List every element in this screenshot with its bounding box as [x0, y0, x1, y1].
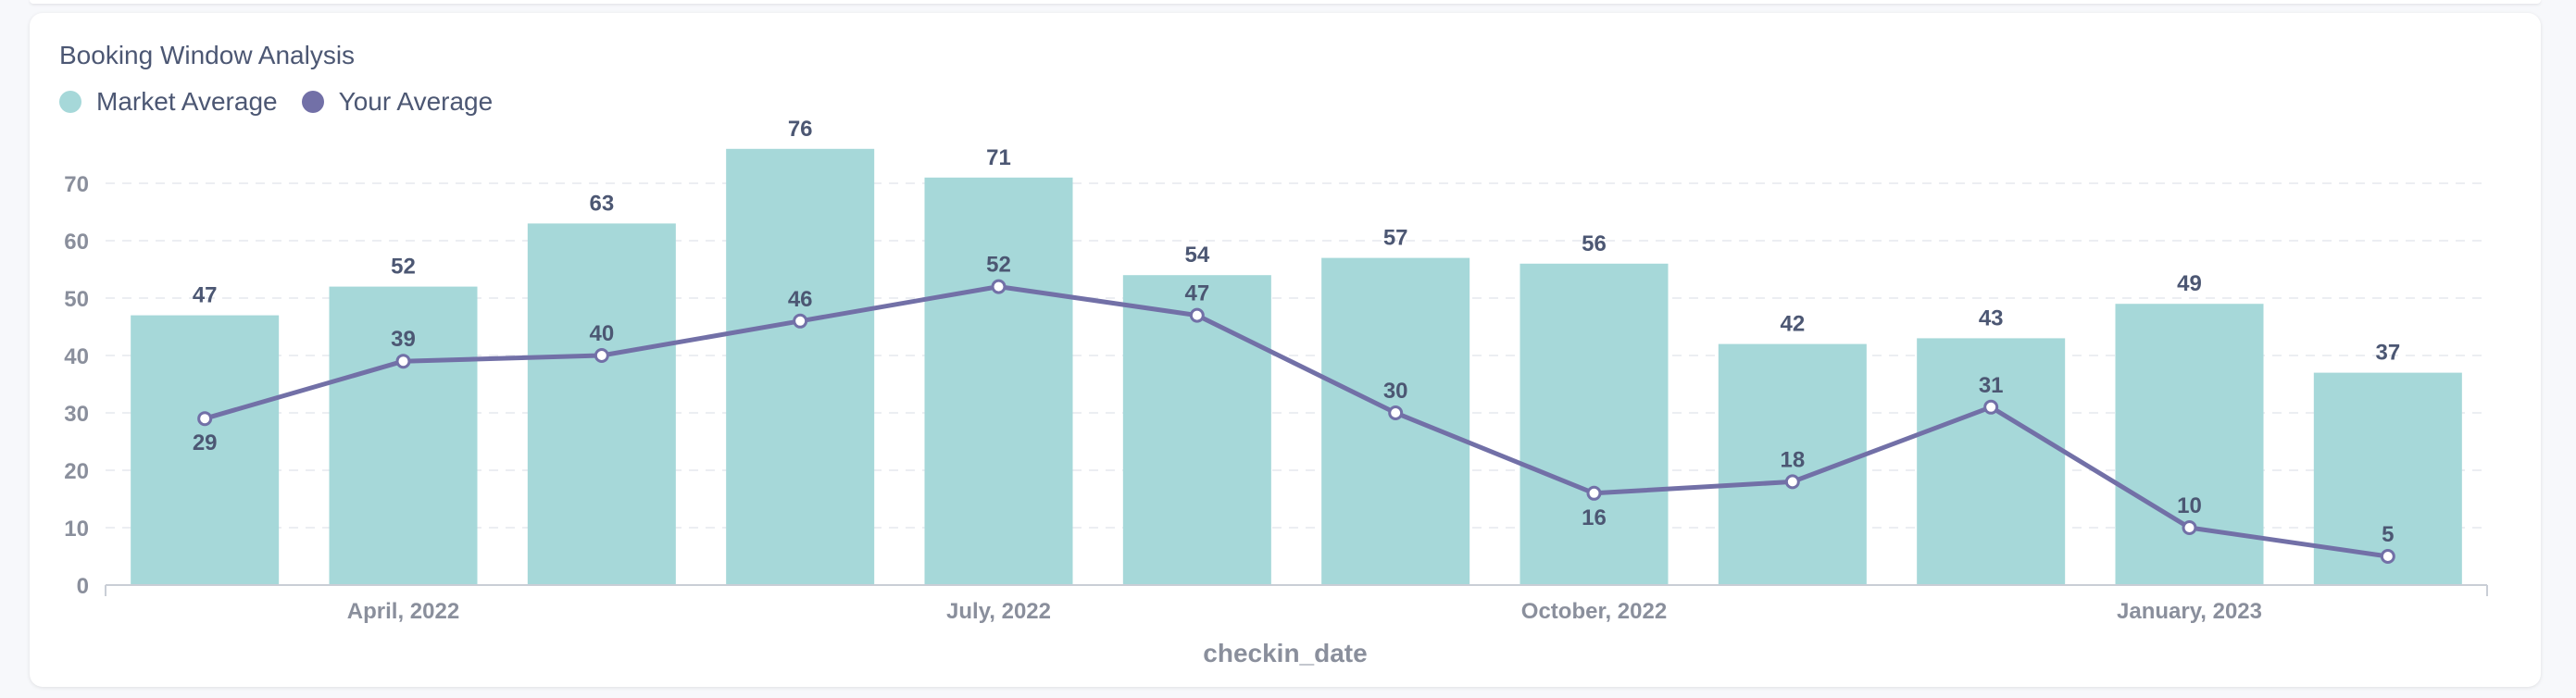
point-your-average-1[interactable] — [395, 354, 411, 369]
bar-label-market-average-7: 56 — [1582, 231, 1607, 256]
y-tick-label-0: 0 — [77, 574, 89, 599]
bar-label-market-average-0: 47 — [193, 283, 218, 308]
bar-label-market-average-8: 42 — [1780, 312, 1805, 337]
bar-label-market-average-10: 49 — [2177, 271, 2202, 296]
legend-label-your-average: Your Average — [338, 87, 494, 116]
y-tick-label-10: 10 — [64, 517, 89, 542]
bar-label-market-average-5: 54 — [1184, 243, 1209, 268]
x-tick-label-1: July, 2022 — [946, 599, 1051, 624]
bar-label-market-average-4: 71 — [986, 145, 1011, 170]
point-label-your-average-3: 46 — [788, 287, 813, 312]
booking-window-chart: 0 10 20 30 40 50 60 70 47 52 63 76 71 54 57 56 42 43 49 37 A… — [64, 117, 2488, 624]
point-label-your-average-6: 30 — [1383, 379, 1408, 404]
bar-market-average-3[interactable] — [726, 148, 875, 586]
bar-market-average-2[interactable] — [527, 223, 676, 585]
legend-dot-market-average — [59, 91, 81, 113]
y-tick-label-50: 50 — [64, 287, 89, 312]
point-your-average-3[interactable] — [793, 313, 808, 329]
chart-legend: Market Average Your Average — [59, 87, 517, 117]
point-label-your-average-2: 40 — [589, 321, 614, 346]
booking-window-card: Booking Window Analysis Market Average Y… — [30, 13, 2541, 687]
bar-market-average-7[interactable] — [1519, 263, 1669, 585]
point-your-average-8[interactable] — [1784, 474, 1800, 490]
point-label-your-average-11: 5 — [2382, 522, 2394, 547]
x-tick-label-0: April, 2022 — [347, 599, 459, 624]
y-tick-label-30: 30 — [64, 402, 89, 427]
point-your-average-9[interactable] — [1983, 399, 1999, 415]
bar-label-market-average-2: 63 — [589, 191, 614, 216]
y-tick-label-60: 60 — [64, 230, 89, 255]
point-your-average-11[interactable] — [2380, 549, 2395, 564]
point-label-your-average-1: 39 — [391, 327, 416, 352]
bar-label-market-average-9: 43 — [1979, 305, 2004, 330]
card-title[interactable]: Booking Window Analysis — [59, 41, 356, 69]
point-your-average-5[interactable] — [1189, 307, 1205, 323]
legend-dot-your-average — [301, 91, 324, 113]
point-label-your-average-5: 47 — [1184, 281, 1209, 306]
point-your-average-6[interactable] — [1388, 405, 1404, 420]
bar-label-market-average-11: 37 — [2375, 341, 2400, 366]
legend-item-market-average[interactable]: Market Average — [59, 87, 278, 117]
legend-item-your-average[interactable]: Your Average — [301, 87, 494, 117]
bar-market-average-9[interactable] — [1917, 338, 2066, 585]
point-your-average-4[interactable] — [991, 279, 1007, 294]
line-your-average — [204, 284, 2389, 559]
point-label-your-average-0: 29 — [193, 430, 218, 455]
y-tick-label-70: 70 — [64, 172, 89, 197]
point-your-average-0[interactable] — [197, 411, 213, 427]
bar-label-market-average-3: 76 — [788, 117, 813, 142]
point-label-your-average-10: 10 — [2177, 493, 2202, 518]
x-tick-label-3: January, 2023 — [2117, 599, 2262, 624]
point-label-your-average-8: 18 — [1780, 447, 1805, 472]
point-label-your-average-9: 31 — [1979, 373, 2004, 398]
point-your-average-7[interactable] — [1586, 485, 1602, 501]
x-axis-title: checkin_date — [1203, 639, 1368, 667]
bar-market-average-1[interactable] — [329, 286, 478, 585]
bar-market-average-5[interactable] — [1122, 275, 1271, 585]
point-label-your-average-7: 16 — [1582, 505, 1607, 530]
previous-card-edge — [30, 0, 2541, 4]
bar-label-market-average-1: 52 — [391, 255, 416, 280]
bar-market-average-10[interactable] — [2115, 304, 2264, 585]
point-your-average-2[interactable] — [594, 348, 609, 363]
bar-market-average-6[interactable] — [1321, 257, 1470, 585]
point-label-your-average-4: 52 — [986, 253, 1011, 278]
point-your-average-10[interactable] — [2182, 520, 2197, 535]
x-tick-label-2: October, 2022 — [1521, 599, 1667, 624]
bar-label-market-average-6: 57 — [1383, 226, 1408, 251]
legend-label-market-average: Market Average — [96, 87, 278, 116]
bar-market-average-0[interactable] — [131, 315, 280, 585]
y-tick-label-40: 40 — [64, 344, 89, 369]
bar-market-average-4[interactable] — [924, 177, 1073, 586]
y-tick-label-20: 20 — [64, 459, 89, 484]
